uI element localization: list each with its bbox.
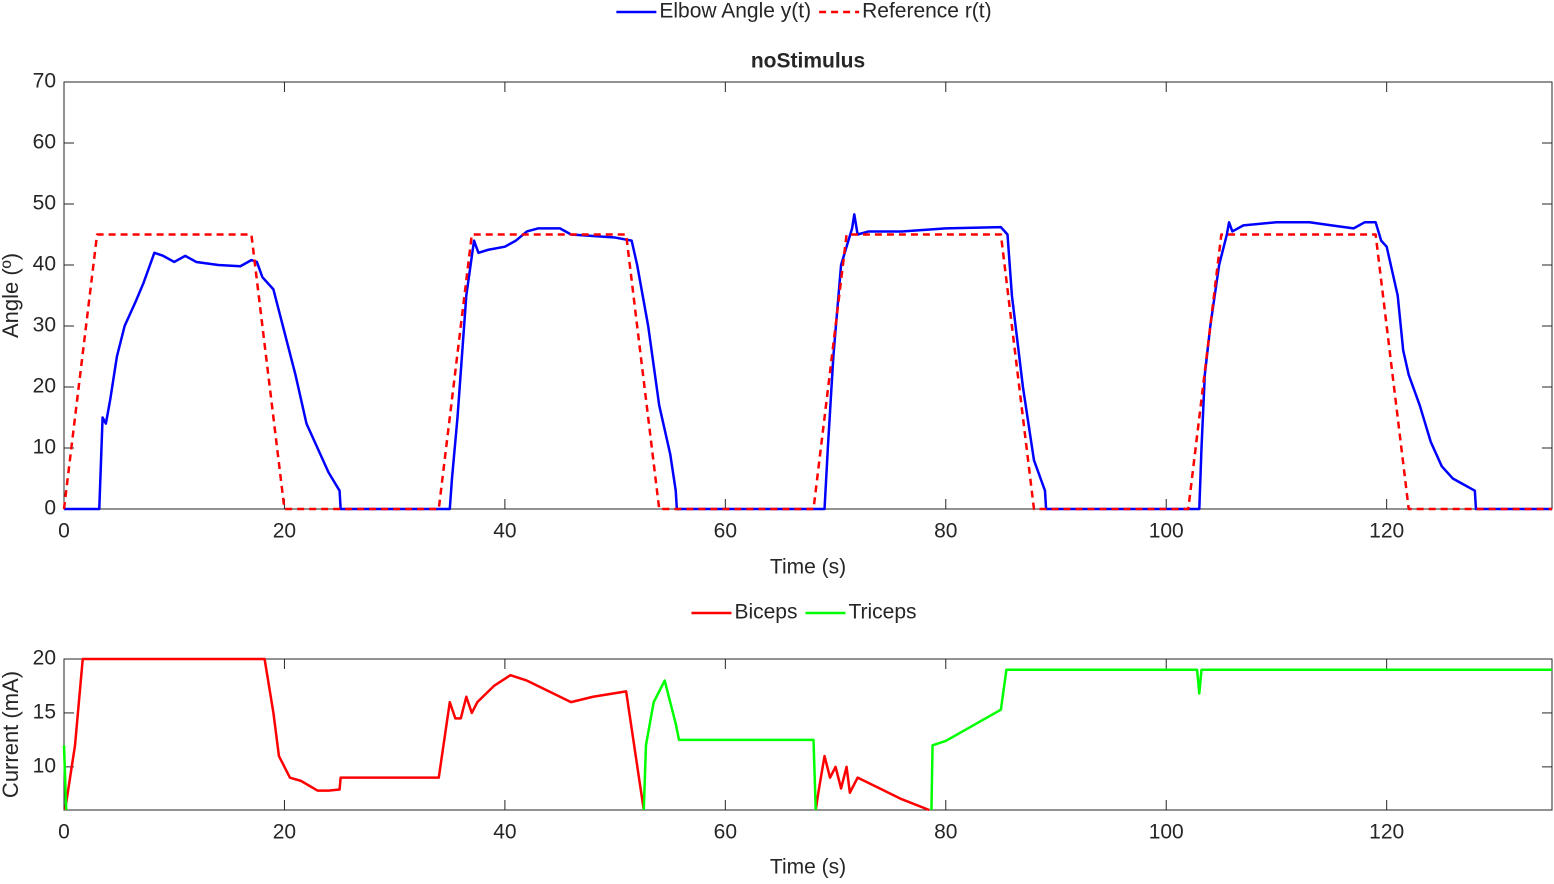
series-line: [63, 657, 930, 812]
legend-label: Reference r(t): [862, 0, 992, 23]
y-tick-label: 10: [33, 754, 56, 777]
legend-label: Triceps: [848, 601, 916, 624]
x-tick-label: 100: [1149, 520, 1184, 543]
series-line: [62, 233, 1552, 511]
x-tick-label: 120: [1369, 520, 1404, 543]
y-tick-label: 20: [33, 375, 56, 398]
x-axis-label: Time (s): [770, 556, 846, 579]
x-tick-label: 100: [1149, 821, 1184, 844]
x-tick-label: 0: [58, 520, 70, 543]
y-tick-label: 0: [44, 497, 56, 520]
chart-title: noStimulus: [751, 50, 865, 73]
y-tick-label: 60: [33, 131, 56, 154]
x-tick-label: 40: [493, 821, 516, 844]
x-tick-label: 0: [58, 821, 70, 844]
y-tick-label: 15: [33, 700, 56, 723]
x-tick-label: 80: [934, 520, 957, 543]
legend-label: Biceps: [734, 601, 797, 624]
y-tick-label: 30: [33, 314, 56, 337]
x-tick-label: 60: [714, 520, 737, 543]
y-tick-label: 40: [33, 253, 56, 276]
x-tick-label: 80: [934, 821, 957, 844]
y-tick-label: 20: [33, 647, 56, 670]
y-tick-label: 70: [33, 70, 56, 93]
y-tick-label: 10: [33, 436, 56, 459]
legend-label: Elbow Angle y(t): [659, 0, 811, 23]
series-line: [62, 668, 1552, 811]
x-tick-label: 40: [493, 520, 516, 543]
series-line: [64, 213, 1552, 511]
plot-area: [63, 658, 1553, 811]
y-axis-label: Current (mA): [0, 671, 23, 798]
x-tick-label: 60: [714, 821, 737, 844]
y-tick-label: 50: [33, 192, 56, 215]
x-axis-label: Time (s): [770, 856, 846, 879]
y-axis-label: Angle (º): [0, 253, 23, 338]
x-tick-label: 20: [273, 821, 296, 844]
x-tick-label: 120: [1369, 821, 1404, 844]
x-tick-label: 20: [273, 520, 296, 543]
